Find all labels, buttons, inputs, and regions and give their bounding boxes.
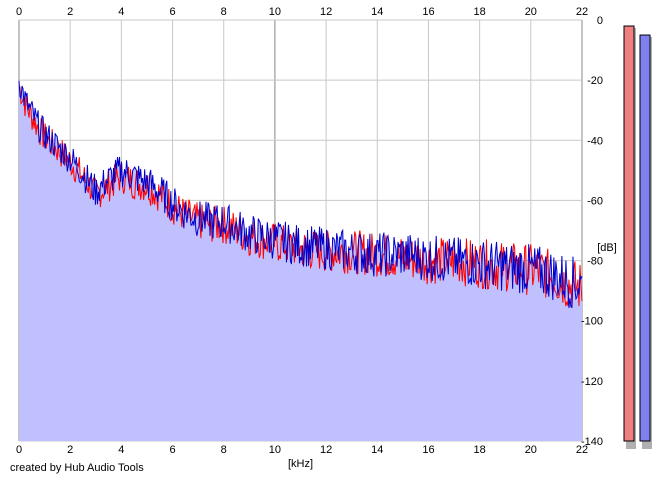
y-tick-label: -140 [581, 436, 603, 448]
series-line-blue [18, 80, 583, 308]
x-tick-label-bottom: 10 [269, 444, 281, 456]
x-tick-label-top: 12 [320, 6, 332, 18]
x-tick-label-bottom: 4 [118, 444, 124, 456]
x-tick-label-bottom: 16 [422, 444, 434, 456]
y-tick-label: 0 [597, 15, 603, 27]
x-tick-label-bottom: 20 [525, 444, 537, 456]
credit-text: created by Hub Audio Tools [10, 462, 144, 474]
y-tick-label: -80 [587, 256, 603, 268]
level-meter-blue [639, 34, 651, 442]
x-tick-labels-top: 0 2 4 6 8 10 12 14 16 18 20 22 [16, 6, 588, 18]
y-tick-label: -60 [587, 195, 603, 207]
series-lines [18, 80, 583, 308]
y-axis-label: [dB] [597, 242, 617, 254]
x-tick-label-top: 8 [221, 6, 227, 18]
spectrum-fill-area [19, 80, 582, 441]
level-meters [623, 25, 652, 450]
x-tick-label-top: 16 [422, 6, 434, 18]
x-tick-label-bottom: 18 [474, 444, 486, 456]
x-tick-label-bottom: 0 [16, 444, 22, 456]
x-axis-label: [kHz] [288, 458, 313, 470]
x-tick-label-top: 2 [67, 6, 73, 18]
x-tick-label-top: 0 [16, 6, 22, 18]
x-tick-label-top: 18 [474, 6, 486, 18]
x-tick-label-bottom: 14 [371, 444, 383, 456]
x-tick-label-top: 10 [269, 6, 281, 18]
x-tick-label-top: 6 [169, 6, 175, 18]
y-tick-label: -120 [581, 376, 603, 388]
x-tick-label-bottom: 22 [576, 444, 588, 456]
x-tick-labels-bottom: 0 2 4 6 8 10 12 14 16 18 20 22 [16, 444, 588, 456]
level-meter-red [623, 25, 635, 442]
y-tick-label: -100 [581, 316, 603, 328]
x-tick-label-top: 14 [371, 6, 383, 18]
x-tick-label-bottom: 2 [67, 444, 73, 456]
x-tick-label-bottom: 8 [221, 444, 227, 456]
x-tick-label-top: 20 [525, 6, 537, 18]
y-tick-labels: 0 -20 -40 -60 -80 -100 -120 -140 [581, 15, 603, 448]
x-tick-label-top: 4 [118, 6, 124, 18]
x-tick-label-top: 22 [576, 6, 588, 18]
y-tick-label: -20 [587, 75, 603, 87]
x-tick-label-bottom: 12 [320, 444, 332, 456]
y-tick-label: -40 [587, 135, 603, 147]
x-tick-label-bottom: 6 [169, 444, 175, 456]
